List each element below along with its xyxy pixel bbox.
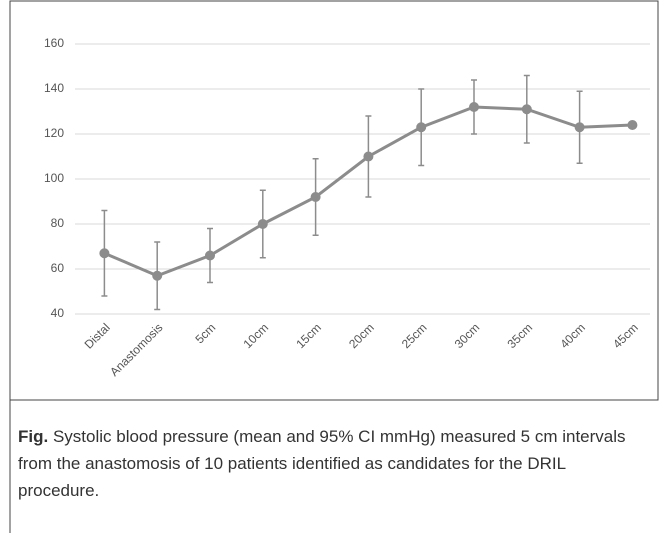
x-tick-label: Distal [82,320,113,351]
point [416,122,427,133]
frame [9,0,659,533]
y-tick-label: 100 [44,171,64,185]
x-tick-label: 10cm [241,320,272,351]
y-tick-label: 160 [44,36,64,50]
point [574,122,585,133]
point [469,102,479,112]
point [257,219,268,229]
y-tick-label: 40 [51,306,65,320]
caption-label: Fig. [18,427,49,446]
x-tick-label: 5cm [192,320,218,346]
y-tick-label: 60 [51,261,65,275]
x-tick-label: 35cm [505,320,536,351]
x-tick-label: 45cm [610,320,641,351]
x-tick-label: 25cm [399,320,430,351]
caption-text: Systolic blood pressure (mean and 95% CI… [18,427,626,500]
point [521,104,532,115]
y-tick-label: 120 [44,126,64,140]
x-tick-label: 30cm [452,320,483,351]
point [310,192,321,202]
y-tick-label: 80 [51,216,65,230]
point [363,151,374,162]
caption: Fig. Systolic blood pressure (mean and 9… [18,423,650,504]
x-tick-label: 15cm [293,320,324,351]
x-tick-label: 40cm [557,320,588,351]
x-tick-label: Anastomosis [107,320,165,378]
x-tick-label: 20cm [346,320,377,351]
point [205,250,215,261]
y-tick-label: 140 [44,81,64,95]
point [99,248,110,259]
point [152,270,163,281]
point [627,120,638,130]
